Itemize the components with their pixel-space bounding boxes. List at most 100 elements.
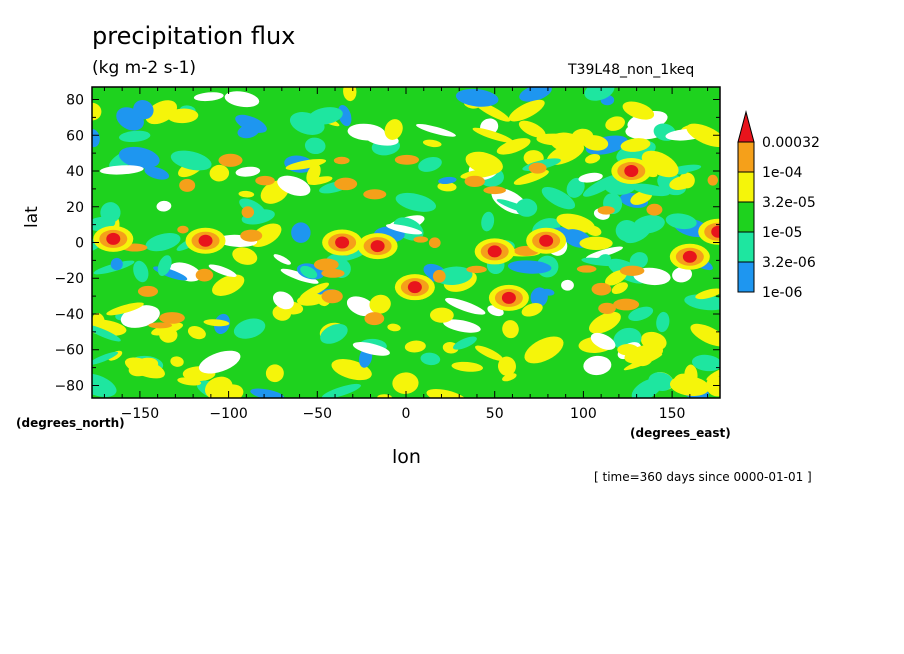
y-tick-label: −60 [54, 343, 84, 359]
contour-patch [656, 311, 670, 333]
contour-patch [561, 279, 574, 291]
x-tick-label: −100 [209, 406, 247, 422]
contour-patch [585, 153, 601, 164]
contour-patch [524, 336, 564, 364]
contour-patch [285, 158, 327, 170]
contour-patch [133, 100, 154, 120]
contour-patch [690, 323, 720, 347]
x-tick-label: 50 [486, 406, 504, 422]
contour-patch [177, 377, 202, 386]
contour-patch [334, 177, 358, 191]
contour-patch [92, 351, 119, 365]
precip-core [198, 234, 213, 247]
y-axis-units: (degrees_north) [16, 416, 125, 430]
colorbar-label: 3.2e-06 [762, 255, 816, 271]
contour-patch [209, 164, 230, 182]
contour-patch [321, 289, 343, 304]
contour-patch [507, 260, 552, 274]
contour-patch [291, 222, 311, 243]
contour-patch [496, 199, 534, 214]
contour-patch [519, 87, 552, 102]
x-tick-label: 100 [570, 406, 597, 422]
contour-patch [235, 114, 267, 133]
contour-patch [300, 265, 318, 279]
contour-patch [672, 266, 693, 283]
contour-patch [304, 137, 326, 155]
contour-patch [238, 190, 255, 198]
contour-patch [443, 319, 481, 333]
contour-patch [385, 224, 423, 235]
contour-patch [265, 364, 284, 383]
contour-patch [352, 342, 390, 356]
contour-patch [576, 265, 597, 273]
chart-units: (kg m-2 s-1) [92, 58, 197, 78]
contour-patch [193, 92, 224, 102]
contour-patch [578, 172, 603, 183]
contour-patch [466, 265, 487, 274]
dataset-label: T39L48_non_1keq [568, 62, 695, 78]
contour-patch [518, 120, 546, 138]
contour-patch [333, 156, 350, 165]
contour-patch [585, 225, 602, 236]
x-axis-label: lon [392, 446, 421, 468]
contour-patch [588, 311, 621, 334]
contour-patch [707, 174, 719, 186]
contour-patch [232, 247, 258, 265]
contour-patch [218, 153, 243, 167]
contour-patch [646, 203, 663, 216]
precip-core [106, 232, 121, 245]
contour-patch [582, 135, 609, 151]
contour-patch [198, 350, 241, 374]
contour-patch [363, 189, 387, 200]
contour-patch [212, 274, 245, 296]
contour-patch [585, 246, 623, 260]
colorbar-swatch [737, 171, 755, 203]
precip-core [539, 234, 554, 247]
contour-patch [99, 165, 144, 175]
contour-patch [224, 91, 260, 108]
contour-patch [426, 389, 467, 398]
contour-patch [429, 307, 454, 323]
contour-patch [133, 260, 149, 283]
x-axis-units: (degrees_east) [630, 426, 731, 440]
contour-patch [394, 154, 420, 165]
contour-patch [308, 107, 343, 125]
contour-patch [170, 356, 184, 367]
contour-patch [584, 87, 615, 101]
precip-core [335, 236, 350, 249]
contour-patch [472, 127, 514, 143]
contour-patch [631, 183, 671, 197]
y-tick-label: −80 [54, 378, 84, 394]
contour-patch [549, 132, 584, 153]
contour-patch [566, 177, 585, 198]
contour-patch [404, 340, 426, 353]
colorbar-swatch [737, 231, 755, 263]
contour-patch [669, 376, 710, 396]
contour-patch [513, 169, 549, 185]
y-tick-label: −20 [54, 271, 84, 287]
precip-core [407, 281, 422, 294]
contour-patch [156, 200, 172, 212]
precip-core [370, 240, 385, 253]
contour-patch [151, 322, 184, 336]
contour-patch [387, 323, 401, 332]
contour-patch [255, 175, 275, 186]
y-tick-label: 40 [66, 164, 84, 180]
contour-patch [144, 166, 170, 180]
contour-patch [665, 213, 697, 230]
contour-patch [481, 211, 495, 232]
contour-patch [177, 225, 189, 234]
contour-patch [691, 354, 720, 372]
contour-patch [502, 320, 519, 339]
contour-patch [306, 163, 321, 185]
contour-patch [187, 326, 206, 340]
contour-patch [203, 319, 230, 327]
contour-patch [453, 336, 477, 350]
contour-patch [179, 178, 196, 192]
contour-patch [591, 282, 612, 296]
colorbar-label: 1e-05 [762, 225, 802, 241]
contour-patch [233, 318, 266, 339]
chart-title: precipitation flux [92, 22, 296, 50]
contour-patch [106, 302, 144, 316]
